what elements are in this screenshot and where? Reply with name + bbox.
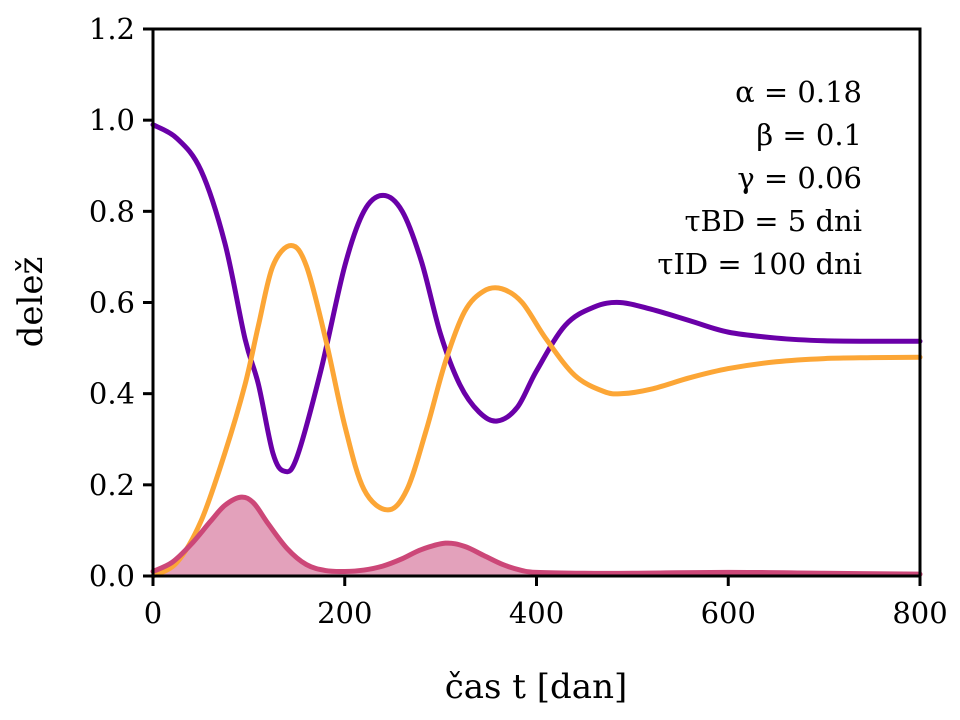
series-layer	[150, 122, 923, 579]
x-axis-title: čas t [dan]	[445, 667, 628, 707]
x-tick-label: 200	[317, 596, 372, 630]
x-tick-label: 600	[701, 596, 756, 630]
parameter-annotations: α = 0.18 β = 0.1 γ = 0.06 τBD = 5 dni τID = …	[657, 75, 862, 281]
x-axis: 0 200 400 600 800	[144, 576, 948, 630]
x-tick-label: 400	[509, 596, 564, 630]
y-axis: 0.0 0.2 0.4 0.6 0.8 1.0 1.2	[89, 12, 153, 593]
series-fill-pink	[153, 497, 920, 576]
x-tick-label: 800	[892, 596, 947, 630]
plot-frame	[151, 27, 922, 578]
parameter-annotation: τID = 100 dni	[657, 247, 862, 281]
y-tick-label: 1.0	[89, 103, 135, 137]
series-line-pink	[150, 494, 923, 577]
parameter-annotation: γ = 0.06	[737, 161, 862, 195]
y-tick-label: 0.6	[89, 286, 135, 320]
parameter-annotation: τBD = 5 dni	[684, 204, 862, 238]
y-tick-label: 1.2	[89, 12, 135, 46]
series-line-orange	[150, 243, 923, 579]
y-tick-label: 0.0	[89, 559, 135, 593]
series-line-purple	[150, 122, 923, 475]
parameter-annotation: α = 0.18	[735, 75, 862, 109]
y-axis-title: delež	[11, 257, 51, 348]
x-tick-label: 0	[144, 596, 162, 630]
y-tick-label: 0.8	[89, 194, 135, 228]
parameter-annotation: β = 0.1	[756, 118, 862, 152]
fill-layer	[153, 497, 920, 576]
y-tick-label: 0.2	[89, 468, 135, 502]
y-tick-label: 0.4	[89, 377, 135, 411]
